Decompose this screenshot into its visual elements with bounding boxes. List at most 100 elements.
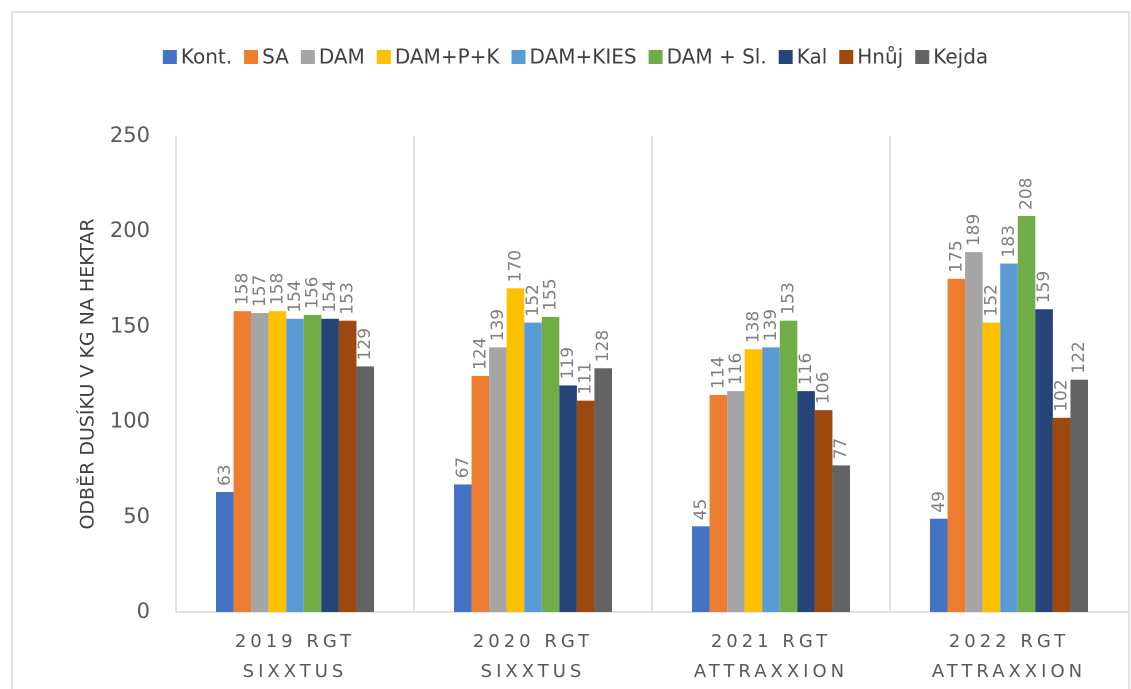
data-label: 170 (505, 250, 525, 282)
y-axis-title: ODBĚR DUSÍKU V KG NA HEKTAR (76, 218, 99, 529)
bar (216, 492, 234, 612)
data-label: 77 (831, 438, 851, 460)
data-label: 111 (576, 362, 596, 394)
x-tick-label: 2019 RGT SIXXTUS (235, 631, 355, 682)
legend-label: Hnůj (857, 45, 903, 69)
bar (744, 349, 763, 612)
legend-swatch (915, 50, 930, 64)
data-label: 106 (814, 372, 834, 404)
bar (454, 484, 472, 612)
data-label: 158 (232, 273, 252, 305)
legend-label: SA (262, 45, 289, 69)
x-tick-label: 2021 RGT ATTRAXXION (694, 631, 848, 682)
y-tick-label: 0 (137, 599, 150, 623)
data-label: 158 (267, 273, 287, 305)
legend-swatch (162, 50, 177, 64)
y-tick-label: 50 (123, 504, 150, 528)
legend-label: DAM+KIES (530, 45, 637, 69)
bar (1000, 263, 1018, 612)
legend-swatch (778, 50, 793, 64)
bar (594, 368, 612, 612)
bar (727, 391, 745, 612)
bar (489, 347, 507, 612)
data-label: 139 (488, 309, 508, 341)
data-label: 156 (303, 277, 323, 309)
data-label: 116 (796, 353, 816, 385)
data-label: 124 (470, 337, 490, 369)
data-label: 155 (541, 278, 561, 310)
bar (251, 313, 269, 612)
data-label: 129 (355, 328, 375, 360)
legend-label: Kejda (933, 45, 988, 69)
x-tick-label: 2020 RGT SIXXTUS (473, 631, 593, 682)
bar (303, 314, 322, 612)
legend-swatch (648, 50, 663, 64)
data-label: 63 (215, 464, 235, 486)
data-label: 45 (691, 499, 711, 521)
legend-swatch (376, 50, 391, 64)
bar (1052, 417, 1071, 612)
data-label: 153 (338, 282, 358, 314)
bar (471, 375, 490, 612)
data-label: 152 (981, 284, 1001, 316)
data-label: 102 (1052, 379, 1072, 411)
data-label: 116 (726, 353, 746, 385)
data-label: 157 (250, 275, 270, 307)
bar (982, 322, 1001, 612)
bar (286, 318, 304, 612)
legend-label: DAM (319, 45, 365, 69)
y-tick-label: 200 (110, 218, 150, 242)
bar (797, 391, 815, 612)
legend-swatch (839, 50, 854, 64)
bar (1035, 309, 1053, 612)
legend: Kont. SA DAM DAM+P+K DAM+KIES DAM + Sl. Kal Hnů… (162, 45, 988, 69)
bar (947, 278, 966, 612)
data-label: 154 (285, 280, 305, 312)
bar (559, 385, 577, 612)
bar (524, 322, 542, 612)
data-label: 138 (743, 311, 763, 343)
bar (1070, 379, 1088, 612)
data-label: 154 (320, 280, 340, 312)
data-label: 122 (1069, 341, 1089, 373)
data-label: 175 (946, 240, 966, 272)
bar (338, 320, 357, 612)
data-label: 183 (999, 225, 1019, 257)
bar (321, 318, 339, 612)
data-label: 49 (929, 491, 949, 513)
bar (356, 366, 374, 612)
legend-swatch (511, 50, 526, 64)
bar (268, 311, 287, 612)
legend-swatch (244, 50, 259, 64)
data-label: 189 (964, 214, 984, 246)
bar (692, 526, 710, 612)
bar (762, 347, 780, 612)
data-label: 119 (558, 347, 578, 379)
y-tick-label: 100 (110, 409, 150, 433)
y-tick-label: 250 (110, 123, 150, 147)
bar (965, 252, 983, 613)
data-label: 128 (593, 330, 613, 362)
chart-frame (11, 11, 1130, 689)
bar (541, 316, 560, 612)
bar (233, 311, 252, 612)
data-label: 67 (453, 457, 473, 479)
bar (832, 465, 850, 612)
data-label: 159 (1034, 271, 1054, 303)
legend-swatch (300, 50, 315, 64)
legend-label: Kal (797, 45, 828, 69)
y-tick-label: 150 (110, 313, 150, 337)
legend-label: Kont. (181, 45, 232, 69)
bar (1017, 215, 1036, 612)
legend-label: DAM + Sl. (667, 45, 767, 69)
bar (779, 320, 798, 612)
bar (930, 518, 948, 612)
data-label: 139 (761, 309, 781, 341)
data-label: 152 (523, 284, 543, 316)
bar (576, 400, 595, 612)
data-label: 208 (1017, 178, 1037, 210)
data-label: 153 (779, 282, 799, 314)
bar (709, 394, 728, 612)
bar (814, 410, 833, 612)
